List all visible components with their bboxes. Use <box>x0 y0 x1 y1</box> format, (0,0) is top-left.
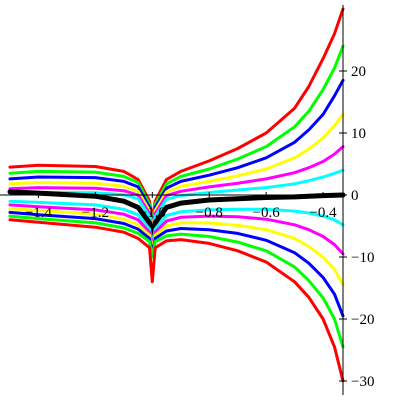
series-line-7 <box>7 189 346 244</box>
series-line-9 <box>8 203 345 256</box>
y-tick-label-3: 0 <box>351 188 359 204</box>
x-tick-label-6: −0.4 <box>309 205 337 221</box>
series-line-13 <box>8 218 345 383</box>
series-line-8 <box>8 199 345 247</box>
y-tick-label-4: −10 <box>351 250 374 266</box>
series-line-12 <box>8 214 345 349</box>
series-line-11 <box>8 210 345 318</box>
series-line-10 <box>8 207 345 287</box>
series-line-1 <box>8 7 345 222</box>
tick-layer: −1.4 −1.2 −1.0 −0.8 −0.6 −0.4 20 10 0 −10 −20 −30 <box>25 64 375 390</box>
series-line-3 <box>8 78 345 231</box>
y-tick-label-2: 10 <box>351 126 366 142</box>
x-tick-label-1: −1.4 <box>25 205 53 221</box>
series-line-4 <box>8 112 345 234</box>
series-line-6 <box>8 168 345 240</box>
y-tick-label-5: −20 <box>351 312 374 328</box>
x-tick-label-3: −1.0 <box>139 205 166 221</box>
y-tick-label-1: 20 <box>351 64 366 80</box>
series-line-5 <box>8 145 345 237</box>
curve-layer <box>7 7 346 383</box>
series-line-2 <box>8 44 345 228</box>
x-tick-label-2: −1.2 <box>82 205 109 221</box>
x-tick-label-5: −0.6 <box>253 205 281 221</box>
y-tick-label-6: −30 <box>351 374 374 390</box>
x-tick-label-4: −0.8 <box>196 205 223 221</box>
